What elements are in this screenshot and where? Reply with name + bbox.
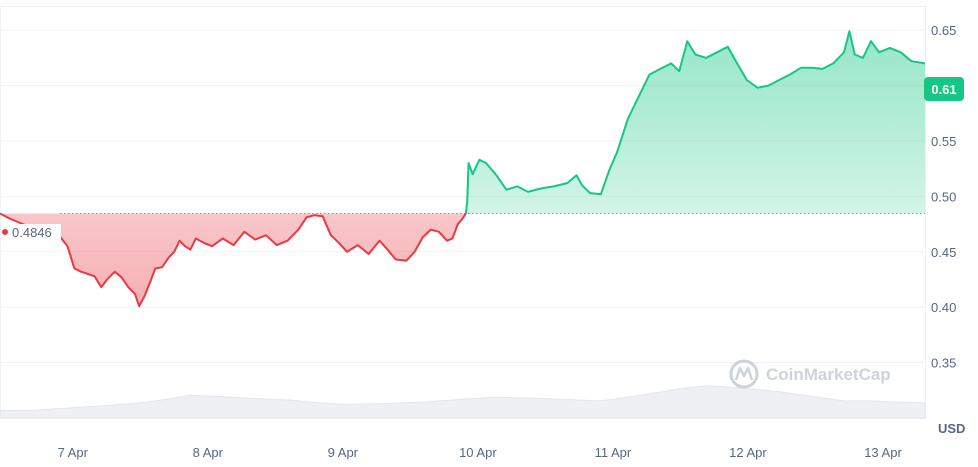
volume-area — [0, 385, 926, 419]
x-tick-label: 13 Apr — [864, 445, 902, 460]
y-tick-label: 0.45 — [931, 245, 956, 260]
x-tick-label: 9 Apr — [328, 445, 359, 460]
coinmarketcap-logo-icon — [729, 359, 759, 389]
price-fill-up — [0, 31, 925, 214]
baseline-label-bg — [9, 224, 61, 240]
baseline-label-group: 0.4846 — [2, 224, 61, 240]
price-line — [0, 30, 925, 308]
watermark: CoinMarketCap — [729, 359, 891, 389]
price-fill — [0, 31, 925, 307]
x-axis: 7 Apr 8 Apr 9 Apr 10 Apr 11 Apr 12 Apr 13 Apr — [58, 445, 903, 460]
x-tick-label: 10 Apr — [459, 445, 497, 460]
baseline-label: 0.4846 — [12, 225, 52, 240]
y-tick-label: 0.40 — [931, 300, 956, 315]
x-tick-label: 7 Apr — [58, 445, 89, 460]
volume-bars — [0, 385, 926, 419]
currency-label: USD — [938, 421, 965, 436]
current-price-tag-bg — [924, 77, 964, 101]
current-price-tag: 0.61 — [924, 77, 964, 101]
price-line-down — [0, 213, 467, 308]
y-tick-label: 0.65 — [931, 23, 956, 38]
x-tick-label: 12 Apr — [729, 445, 767, 460]
y-tick-label: 0.50 — [931, 189, 956, 204]
price-fill-down — [0, 213, 466, 307]
y-axis: 0.350.400.450.500.550.600.65 — [931, 23, 956, 370]
y-tick-label: 0.55 — [931, 134, 956, 149]
baseline-marker — [2, 229, 8, 235]
y-tick-label: 0.35 — [931, 356, 956, 371]
current-price-label: 0.61 — [931, 82, 956, 97]
x-tick-label: 8 Apr — [193, 445, 224, 460]
price-line-up — [0, 30, 925, 214]
x-tick-label: 11 Apr — [595, 445, 632, 460]
watermark-text: CoinMarketCap — [766, 365, 891, 384]
